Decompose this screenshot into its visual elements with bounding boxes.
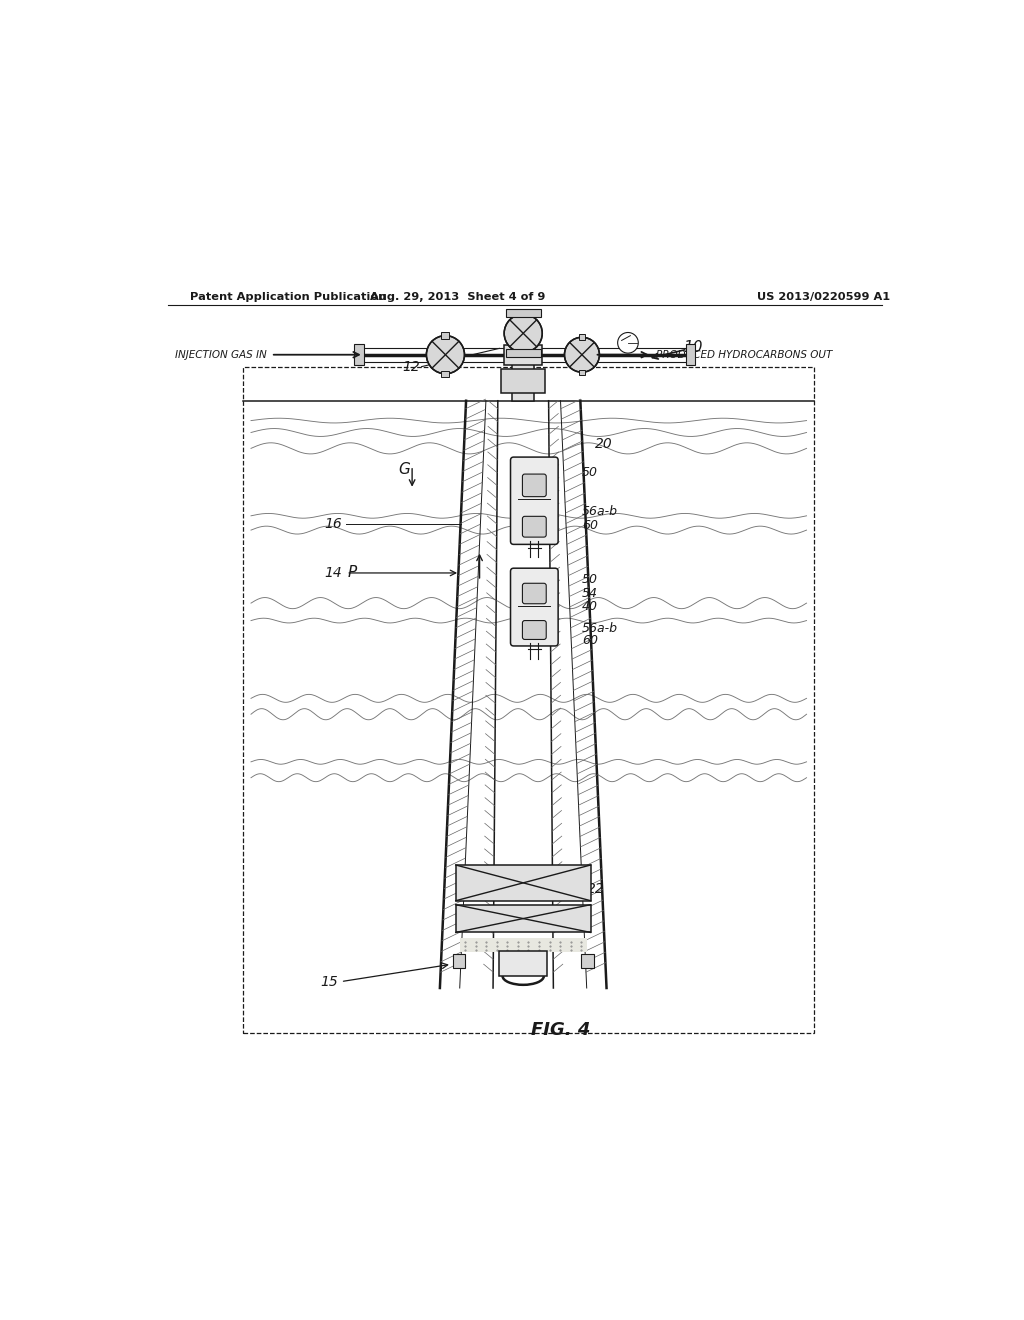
Text: Aug. 29, 2013  Sheet 4 of 9: Aug. 29, 2013 Sheet 4 of 9 (370, 292, 545, 302)
Bar (441, 371, 450, 378)
Text: P: P (347, 565, 356, 581)
Text: 16: 16 (325, 516, 342, 531)
Bar (504, 345, 543, 364)
Circle shape (617, 333, 638, 354)
FancyBboxPatch shape (511, 568, 558, 645)
Bar (579, 334, 585, 339)
Text: 14: 14 (325, 566, 342, 579)
Text: 60: 60 (582, 634, 598, 647)
Circle shape (564, 337, 599, 372)
Text: 40: 40 (582, 599, 598, 612)
Circle shape (504, 314, 543, 352)
Bar (502, 370, 545, 393)
Bar (506, 350, 541, 358)
Bar (460, 939, 587, 952)
Bar (500, 950, 547, 975)
Bar (582, 954, 594, 968)
Text: US 2013/0220599 A1: US 2013/0220599 A1 (757, 292, 890, 302)
FancyBboxPatch shape (522, 620, 546, 639)
Text: 60: 60 (582, 519, 598, 532)
Text: 50: 50 (582, 466, 598, 479)
FancyBboxPatch shape (522, 474, 546, 496)
Bar (453, 954, 465, 968)
Text: 56a-b: 56a-b (582, 506, 617, 519)
Text: 56a-b: 56a-b (582, 622, 617, 635)
Bar (354, 345, 364, 366)
Text: 50: 50 (582, 573, 598, 586)
FancyBboxPatch shape (511, 457, 558, 544)
Text: 54: 54 (582, 587, 598, 601)
Bar (506, 309, 541, 317)
Circle shape (426, 335, 465, 374)
Bar (512, 358, 535, 401)
Text: INJECTION GAS IN: INJECTION GAS IN (175, 350, 267, 360)
FancyBboxPatch shape (522, 583, 546, 603)
Text: 15: 15 (321, 974, 338, 989)
Bar (243, 367, 814, 1034)
Bar (456, 904, 591, 932)
Text: PRODUCED HYDROCARBONS OUT: PRODUCED HYDROCARBONS OUT (655, 350, 833, 360)
Bar (456, 865, 591, 900)
FancyBboxPatch shape (522, 516, 546, 537)
Bar (579, 370, 585, 375)
Text: 20: 20 (595, 437, 612, 451)
Text: G: G (397, 462, 410, 478)
Bar (441, 333, 450, 339)
Text: Patent Application Publication: Patent Application Publication (189, 292, 386, 302)
Bar (686, 345, 695, 366)
Text: 22: 22 (587, 882, 604, 896)
Text: FIG. 4: FIG. 4 (530, 1022, 590, 1039)
Text: 12: 12 (402, 359, 420, 374)
Text: 10: 10 (684, 341, 703, 355)
